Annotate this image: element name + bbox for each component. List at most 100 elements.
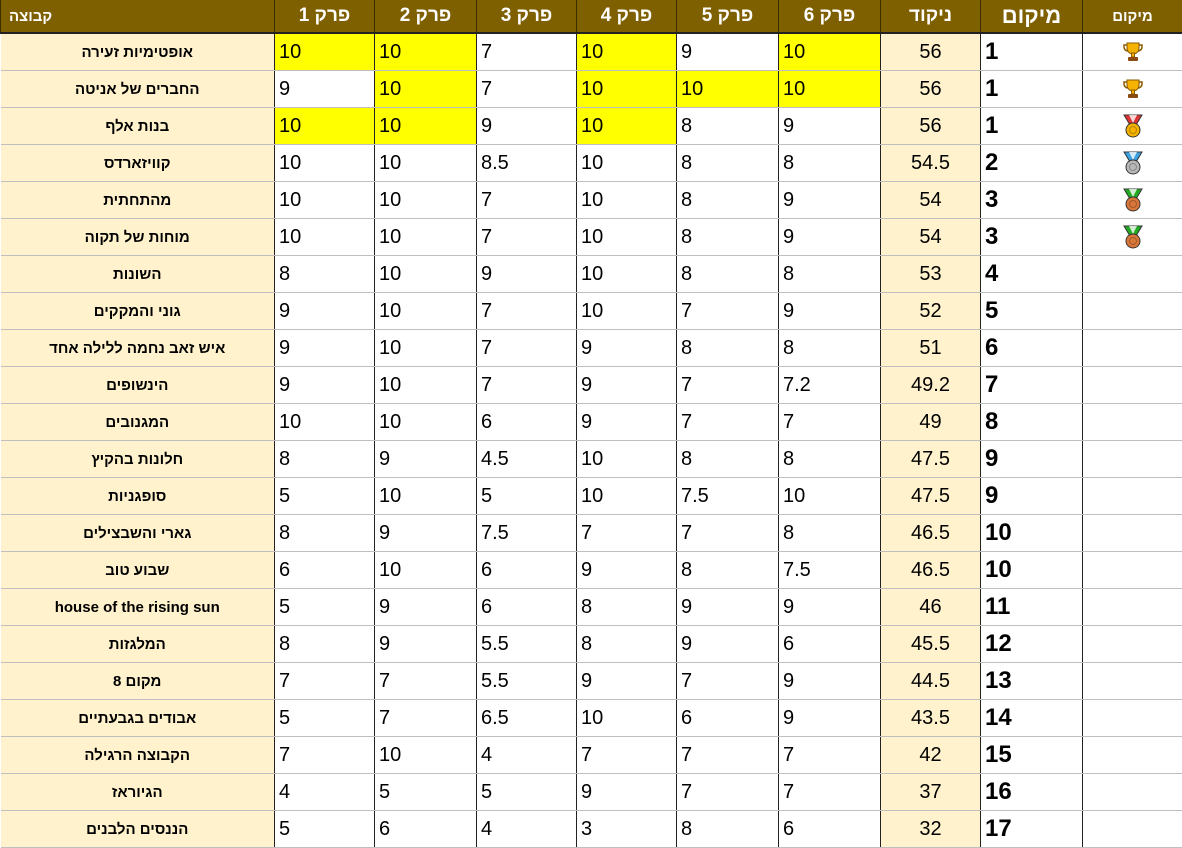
p1-cell[interactable]: 5 — [275, 811, 375, 848]
score-cell[interactable]: 54 — [881, 219, 981, 256]
p4-cell[interactable]: 10 — [577, 219, 677, 256]
team-name-cell[interactable]: המגנובים — [1, 404, 275, 441]
p2-cell[interactable]: 10 — [375, 256, 477, 293]
score-cell[interactable]: 51 — [881, 330, 981, 367]
score-cell[interactable]: 47.5 — [881, 441, 981, 478]
team-name-cell[interactable]: קוויזארדס — [1, 145, 275, 182]
header-p6[interactable]: פרק 6 — [779, 0, 881, 33]
score-cell[interactable]: 47.5 — [881, 478, 981, 515]
p1-cell[interactable]: 7 — [275, 737, 375, 774]
place-cell[interactable]: 7 — [981, 367, 1083, 404]
p4-cell[interactable]: 7 — [577, 737, 677, 774]
score-cell[interactable]: 56 — [881, 33, 981, 71]
p2-cell[interactable]: 10 — [375, 478, 477, 515]
place-cell[interactable]: 9 — [981, 441, 1083, 478]
team-name-cell[interactable]: השונות — [1, 256, 275, 293]
p3-cell[interactable]: 6 — [477, 589, 577, 626]
team-name-cell[interactable]: אבודים בגבעתיים — [1, 700, 275, 737]
p1-cell[interactable]: 10 — [275, 145, 375, 182]
p3-cell[interactable]: 7 — [477, 71, 577, 108]
p3-cell[interactable]: 7 — [477, 293, 577, 330]
place-cell[interactable]: 9 — [981, 478, 1083, 515]
p5-cell[interactable]: 8 — [677, 182, 779, 219]
p3-cell[interactable]: 7 — [477, 182, 577, 219]
p4-cell[interactable]: 9 — [577, 367, 677, 404]
team-name-cell[interactable]: המלגזות — [1, 626, 275, 663]
p2-cell[interactable]: 10 — [375, 737, 477, 774]
place-cell[interactable]: 1 — [981, 71, 1083, 108]
p5-cell[interactable]: 9 — [677, 589, 779, 626]
p5-cell[interactable]: 7 — [677, 404, 779, 441]
team-name-cell[interactable]: חלונות בהקיץ — [1, 441, 275, 478]
p2-cell[interactable]: 7 — [375, 663, 477, 700]
p5-cell[interactable]: 8 — [677, 330, 779, 367]
p1-cell[interactable]: 8 — [275, 441, 375, 478]
header-score[interactable]: ניקוד — [881, 0, 981, 33]
header-icon-rank[interactable]: מיקום — [1083, 0, 1182, 33]
p5-cell[interactable]: 7 — [677, 774, 779, 811]
p4-cell[interactable]: 10 — [577, 33, 677, 71]
p2-cell[interactable]: 9 — [375, 441, 477, 478]
p6-cell[interactable]: 10 — [779, 71, 881, 108]
p6-cell[interactable]: 10 — [779, 478, 881, 515]
p4-cell[interactable]: 9 — [577, 404, 677, 441]
team-name-cell[interactable]: מוחות של תקוה — [1, 219, 275, 256]
place-cell[interactable]: 3 — [981, 219, 1083, 256]
p1-cell[interactable]: 9 — [275, 367, 375, 404]
score-cell[interactable]: 44.5 — [881, 663, 981, 700]
p4-cell[interactable]: 9 — [577, 663, 677, 700]
p5-cell[interactable]: 7.5 — [677, 478, 779, 515]
score-cell[interactable]: 42 — [881, 737, 981, 774]
p3-cell[interactable]: 9 — [477, 256, 577, 293]
p6-cell[interactable]: 9 — [779, 293, 881, 330]
header-p1[interactable]: פרק 1 — [275, 0, 375, 33]
p3-cell[interactable]: 4 — [477, 811, 577, 848]
p3-cell[interactable]: 8.5 — [477, 145, 577, 182]
team-name-cell[interactable]: מהתחתית — [1, 182, 275, 219]
p1-cell[interactable]: 9 — [275, 330, 375, 367]
p2-cell[interactable]: 10 — [375, 552, 477, 589]
place-cell[interactable]: 2 — [981, 145, 1083, 182]
place-cell[interactable]: 13 — [981, 663, 1083, 700]
p2-cell[interactable]: 6 — [375, 811, 477, 848]
team-name-cell[interactable]: איש זאב נחמה ללילה אחד — [1, 330, 275, 367]
p4-cell[interactable]: 10 — [577, 182, 677, 219]
score-cell[interactable]: 56 — [881, 71, 981, 108]
p4-cell[interactable]: 9 — [577, 330, 677, 367]
p1-cell[interactable]: 5 — [275, 589, 375, 626]
header-place[interactable]: מיקום — [981, 0, 1083, 33]
p6-cell[interactable]: 8 — [779, 256, 881, 293]
p3-cell[interactable]: 6 — [477, 404, 577, 441]
header-p5[interactable]: פרק 5 — [677, 0, 779, 33]
team-name-cell[interactable]: שבוע טוב — [1, 552, 275, 589]
score-cell[interactable]: 49 — [881, 404, 981, 441]
p1-cell[interactable]: 5 — [275, 700, 375, 737]
p4-cell[interactable]: 10 — [577, 441, 677, 478]
p3-cell[interactable]: 7 — [477, 330, 577, 367]
p3-cell[interactable]: 5.5 — [477, 663, 577, 700]
p1-cell[interactable]: 5 — [275, 478, 375, 515]
score-cell[interactable]: 53 — [881, 256, 981, 293]
score-cell[interactable]: 45.5 — [881, 626, 981, 663]
p6-cell[interactable]: 9 — [779, 700, 881, 737]
p6-cell[interactable]: 9 — [779, 182, 881, 219]
score-cell[interactable]: 46 — [881, 589, 981, 626]
p1-cell[interactable]: 7 — [275, 663, 375, 700]
score-cell[interactable]: 46.5 — [881, 515, 981, 552]
team-name-cell[interactable]: הקבוצה הרגילה — [1, 737, 275, 774]
header-team[interactable]: קבוצה — [1, 0, 275, 33]
p4-cell[interactable]: 3 — [577, 811, 677, 848]
p2-cell[interactable]: 10 — [375, 219, 477, 256]
p3-cell[interactable]: 6 — [477, 552, 577, 589]
p4-cell[interactable]: 7 — [577, 515, 677, 552]
p2-cell[interactable]: 9 — [375, 589, 477, 626]
place-cell[interactable]: 1 — [981, 33, 1083, 71]
p4-cell[interactable]: 10 — [577, 293, 677, 330]
score-cell[interactable]: 49.2 — [881, 367, 981, 404]
p6-cell[interactable]: 7 — [779, 404, 881, 441]
score-cell[interactable]: 46.5 — [881, 552, 981, 589]
p1-cell[interactable]: 8 — [275, 515, 375, 552]
place-cell[interactable]: 11 — [981, 589, 1083, 626]
team-name-cell[interactable]: הינשופים — [1, 367, 275, 404]
p5-cell[interactable]: 10 — [677, 71, 779, 108]
